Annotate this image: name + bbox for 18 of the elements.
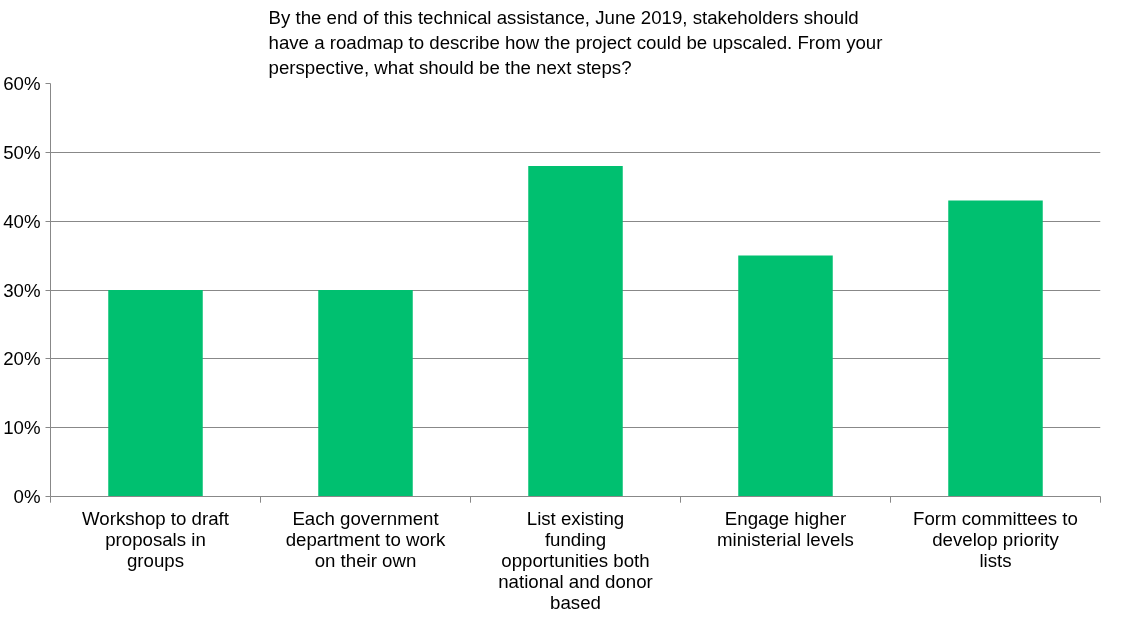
bar — [318, 290, 413, 497]
bar — [108, 290, 203, 497]
y-tick-label: 50% — [3, 141, 41, 163]
x-tick-label: Engage higher ministerial levels — [717, 507, 854, 550]
chart-title: By the end of this technical assistance, June 2019, stakeholders should have a roadmap to describe how the project could be upscaled. From your perspective, what should be the next steps? — [268, 7, 883, 79]
bar — [528, 166, 623, 497]
y-tick-label: 40% — [3, 210, 41, 232]
x-tick-label: Each government department to work on their own — [285, 507, 447, 571]
y-tick-label: 30% — [3, 279, 41, 301]
y-tick-label: 20% — [3, 348, 41, 370]
x-tick-label: List existing funding opportunities both national and donor based — [498, 507, 653, 613]
bar — [948, 200, 1043, 497]
y-tick-label: 10% — [3, 417, 41, 439]
y-tick-label: 60% — [3, 73, 41, 94]
x-tick-label: Form committees to develop priority lists — [913, 507, 1078, 571]
x-tick-label: Workshop to draft proposals in groups — [82, 507, 230, 571]
y-tick-label: 0% — [13, 486, 41, 507]
bar — [738, 255, 833, 497]
